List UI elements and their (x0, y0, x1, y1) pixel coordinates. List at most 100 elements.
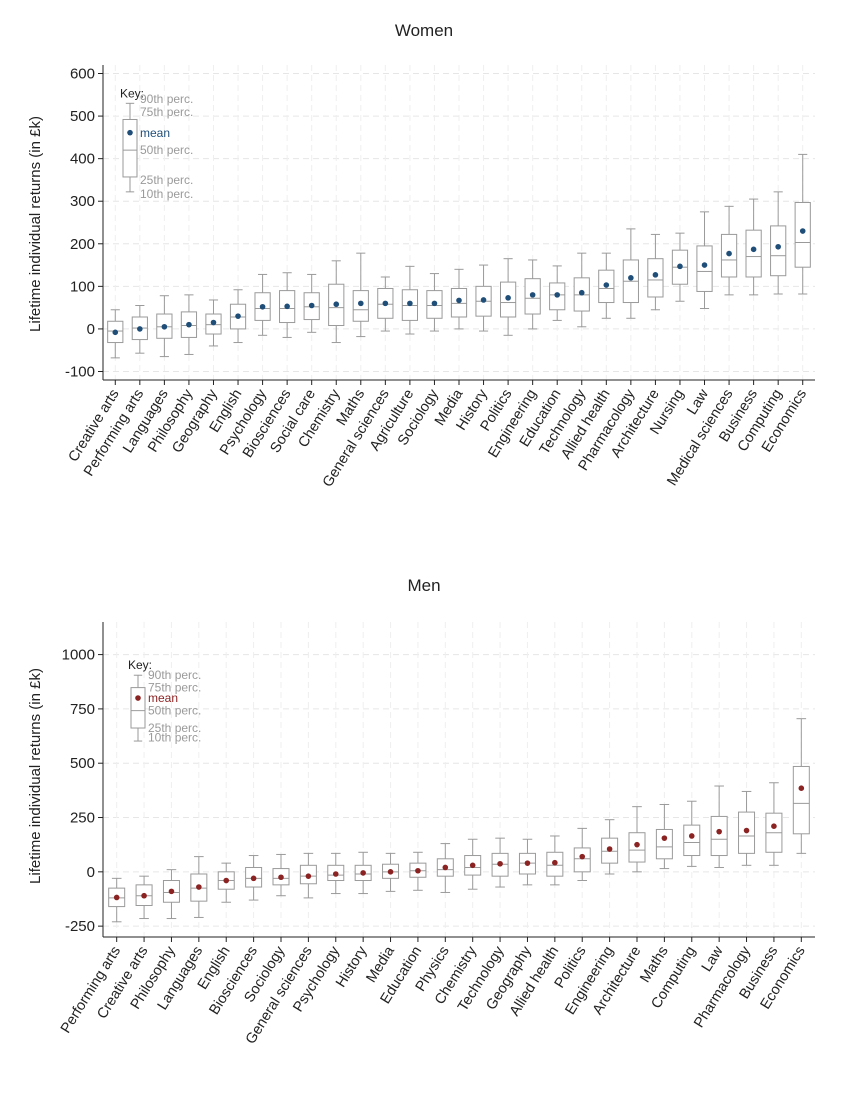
box-mean-marker (497, 860, 503, 867)
key-label: 10th perc. (148, 731, 201, 745)
box-mean-marker (798, 785, 805, 791)
box-mean-marker (161, 323, 168, 330)
box-mean-marker (186, 321, 192, 328)
y-tick-label: -100 (65, 363, 95, 380)
y-tick-label: 1000 (62, 647, 95, 664)
key-title: Key: (128, 658, 152, 672)
box-mean-marker (652, 272, 659, 278)
box-mean-marker (308, 302, 315, 309)
box-box-iqr (647, 258, 664, 298)
box-mean-marker (387, 869, 394, 875)
box-mean-marker (661, 835, 668, 841)
box-mean-marker (250, 875, 257, 882)
key-mean-marker (135, 695, 141, 701)
box-mean-marker (112, 329, 119, 336)
key-mean-marker (127, 129, 133, 136)
box-mean-marker (677, 263, 683, 270)
key-label: 25th perc. (140, 173, 193, 187)
box-box-iqr (655, 828, 673, 860)
box-mean-marker (628, 275, 634, 281)
y-tick-label: 0 (87, 321, 95, 338)
y-tick-label: 400 (70, 151, 95, 168)
box-mean-marker (771, 823, 777, 830)
y-tick-label: 500 (70, 755, 95, 772)
box-mean-marker (442, 864, 449, 871)
box-mean-marker (278, 874, 284, 881)
box-box-iqr (770, 225, 787, 277)
box-mean-marker (407, 300, 413, 307)
box-mean-marker (552, 859, 558, 866)
box-mean-marker (284, 303, 290, 310)
x-tick-label: Law (699, 943, 727, 974)
y-axis-label: Lifetime individual returns (in £k) (27, 116, 44, 332)
women-chart: Women Lifetime individual returns (in £k… (27, 21, 815, 490)
key-label: 75th perc. (140, 105, 193, 119)
box-mean-marker (505, 295, 511, 301)
key-label: mean (140, 126, 170, 140)
key-box-iqr (130, 687, 146, 729)
box-mean-marker (382, 300, 389, 307)
box-mean-marker (210, 319, 217, 326)
box-mean-marker (716, 828, 722, 835)
box-mean-marker (750, 246, 757, 253)
key-label: 90th perc. (140, 92, 193, 106)
box-box-iqr (573, 847, 591, 873)
y-tick-label: 250 (70, 810, 95, 827)
box-mean-marker (603, 282, 610, 288)
key-label: mean (148, 691, 178, 705)
y-tick-label: 100 (70, 278, 95, 295)
y-axis-label: Lifetime individual returns (in £k) (27, 668, 44, 884)
box-mean-marker (579, 853, 586, 860)
chart-title: Women (395, 21, 453, 40)
box-mean-marker (196, 884, 202, 890)
box-mean-marker (775, 243, 781, 250)
box-mean-marker (223, 877, 230, 884)
box-mean-marker (634, 841, 640, 848)
key-box-iqr (122, 118, 138, 178)
box-mean-marker (235, 313, 241, 319)
key-label: 10th perc. (140, 187, 193, 201)
y-tick-label: 300 (70, 193, 95, 210)
men-chart: Men Lifetime individual returns (in £k) … (27, 576, 815, 1047)
box-mean-marker (743, 827, 750, 834)
box-mean-marker (113, 894, 120, 901)
box-mean-marker (688, 833, 695, 839)
box-mean-marker (168, 888, 175, 895)
box-mean-marker (480, 297, 487, 303)
y-tick-label: 750 (70, 701, 95, 718)
box-mean-marker (415, 867, 421, 874)
key-label: 25th perc. (148, 721, 201, 735)
box-mean-marker (456, 297, 462, 304)
box-mean-marker (469, 862, 476, 869)
box-mean-marker (701, 262, 708, 268)
y-tick-label: -250 (65, 918, 95, 935)
box-box-iqr (683, 824, 701, 857)
box-box-iqr (792, 765, 810, 835)
box-mean-marker (529, 292, 536, 298)
y-tick-label: 0 (87, 864, 95, 881)
y-tick-label: 600 (70, 66, 95, 83)
box-mean-marker (360, 870, 366, 876)
key-title: Key: (120, 86, 144, 100)
key-label: 75th perc. (148, 681, 201, 695)
box-box-iqr (794, 201, 811, 268)
box-mean-marker (305, 873, 312, 879)
box-mean-marker (606, 846, 613, 852)
box-box-iqr (696, 245, 713, 292)
box-mean-marker (554, 292, 561, 298)
box-mean-marker (799, 228, 806, 234)
chart-title: Men (407, 576, 440, 595)
box-mean-marker (431, 300, 438, 307)
box-mean-marker (332, 871, 339, 877)
box-mean-marker (259, 303, 266, 310)
box-mean-marker (524, 860, 531, 866)
key-label: 90th perc. (148, 668, 201, 682)
y-tick-label: 500 (70, 108, 95, 125)
box-mean-marker (578, 289, 585, 296)
box-mean-marker (726, 250, 732, 257)
box-box-iqr (710, 815, 728, 857)
key-label: 50th perc. (148, 704, 201, 718)
y-tick-label: 200 (70, 236, 95, 253)
